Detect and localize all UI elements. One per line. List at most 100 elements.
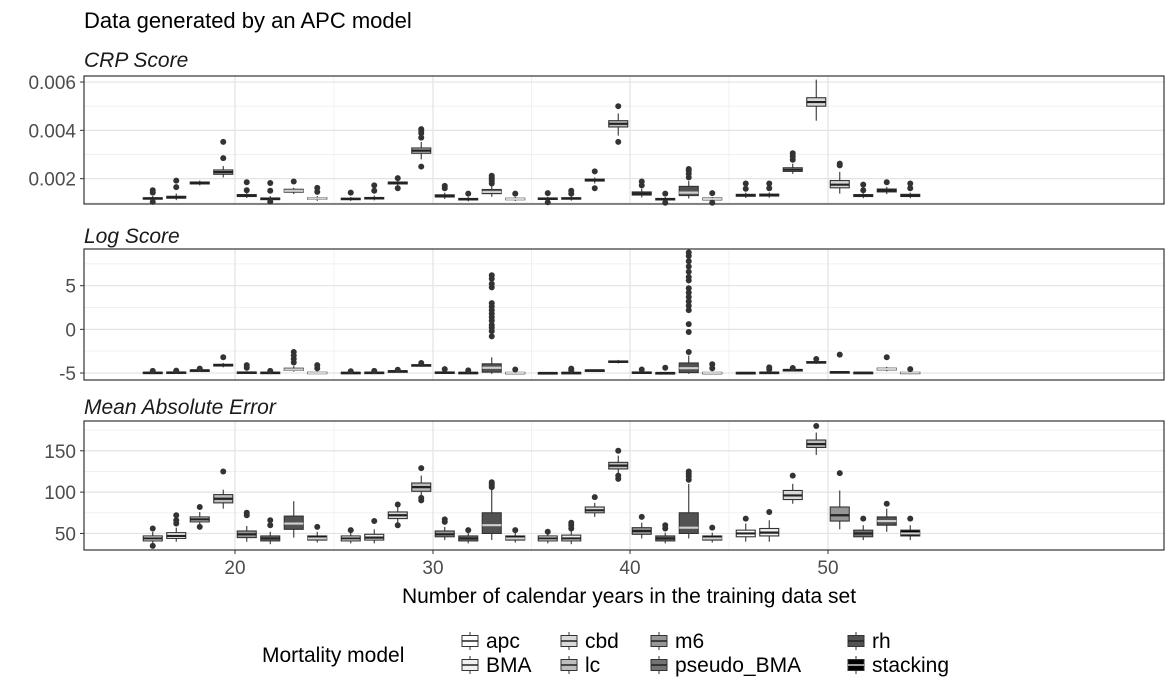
- x-tick-label: 40: [619, 558, 640, 579]
- outlier-point: [418, 126, 425, 133]
- legend-item-pseudo_BMA: pseudo_BMA: [650, 654, 801, 677]
- outlier-point: [860, 187, 867, 194]
- box-pseudo_BMA-20: [260, 179, 281, 205]
- outlier-point: [836, 160, 843, 167]
- box-m6-20: [236, 362, 257, 375]
- box-BMA-30: [364, 367, 385, 375]
- legend-title: Mortality model: [262, 644, 404, 667]
- outlier-point: [418, 465, 425, 472]
- x-tick-label: 20: [224, 558, 245, 579]
- outlier-point: [394, 185, 401, 192]
- panel-border: [83, 420, 1165, 551]
- outlier-point: [591, 185, 598, 192]
- outlier-point: [173, 512, 180, 519]
- outlier-point: [836, 351, 843, 358]
- box-lc-40: [608, 447, 629, 482]
- box-stacking-20: [307, 523, 328, 543]
- box-m6-30: [434, 182, 455, 199]
- box-lc-30: [411, 126, 432, 170]
- box-iqr: [678, 512, 699, 535]
- legend-item-rh: rh: [847, 630, 891, 653]
- box-rh-40: [678, 468, 699, 539]
- box-apc-20: [142, 187, 163, 205]
- outlier-point: [512, 527, 519, 534]
- panel-border: [83, 248, 1165, 381]
- outlier-point: [196, 504, 203, 510]
- box-rh-40: [678, 165, 699, 199]
- outlier-point: [149, 525, 156, 532]
- outlier-point: [488, 333, 495, 340]
- box-lc-20: [213, 354, 234, 368]
- box-BMA-50: [759, 180, 780, 198]
- outlier-point: [615, 138, 622, 145]
- outlier-point: [685, 307, 692, 314]
- box-cbd-40: [584, 168, 605, 192]
- box-BMA-40: [561, 187, 582, 201]
- panel-crp-score: 0.002 0.004 0.006: [28, 73, 1165, 206]
- outlier-point: [418, 494, 425, 501]
- box-iqr: [481, 512, 502, 535]
- outlier-point: [173, 177, 180, 184]
- box-BMA-50: [759, 508, 780, 542]
- box-stacking-20: [307, 362, 328, 375]
- legend-label: rh: [872, 630, 891, 653]
- box-BMA-30: [364, 518, 385, 544]
- outlier-point: [789, 472, 796, 479]
- outlier-point: [220, 354, 227, 361]
- box-stacking-40: [702, 524, 723, 543]
- box-BMA-20: [166, 177, 187, 201]
- outlier-point: [685, 268, 692, 275]
- legend-label: pseudo_BMA: [675, 654, 801, 677]
- outlier-point: [685, 165, 692, 172]
- outlier-point: [685, 273, 692, 280]
- box-pseudo_BMA-50: [853, 371, 874, 375]
- x-tick-label: 30: [422, 558, 443, 579]
- outlier-point: [766, 180, 773, 187]
- outlier-point: [685, 328, 692, 335]
- outlier-point: [685, 468, 692, 475]
- outlier-point: [615, 103, 622, 110]
- facet-title-mae: Mean Absolute Error: [84, 396, 277, 419]
- outlier-point: [220, 468, 227, 475]
- box-rh-50: [876, 179, 897, 195]
- outlier-point: [465, 527, 472, 534]
- outlier-point: [314, 184, 321, 191]
- box-lc-30: [411, 465, 432, 504]
- box-rh-40: [678, 249, 699, 374]
- outlier-point: [314, 362, 321, 369]
- box-cbd-40: [584, 369, 605, 373]
- box-lc-40: [608, 359, 629, 364]
- box-m6-30: [434, 366, 455, 375]
- outlier-point: [742, 185, 749, 192]
- x-tick-label: 50: [817, 558, 838, 579]
- outlier-point: [685, 258, 692, 265]
- outlier-point: [243, 509, 250, 516]
- y-tick-label: 0.004: [28, 121, 76, 142]
- outlier-point: [907, 185, 914, 192]
- outlier-point: [638, 513, 645, 520]
- outlier-point: [568, 187, 575, 194]
- outlier-point: [742, 515, 749, 522]
- outlier-point: [568, 365, 575, 372]
- x-axis: 20 30 40 50: [224, 550, 839, 579]
- outlier-point: [709, 524, 716, 531]
- outlier-point: [394, 522, 401, 529]
- box-pseudo_BMA-30: [458, 190, 479, 202]
- box-m6-50: [829, 160, 850, 194]
- outlier-point: [568, 519, 575, 526]
- outlier-point: [267, 187, 274, 194]
- outlier-point: [662, 199, 669, 206]
- outlier-point: [789, 364, 796, 371]
- box-lc-30: [411, 359, 432, 367]
- outlier-point: [709, 361, 716, 368]
- outlier-point: [591, 168, 598, 175]
- outlier-point: [907, 515, 914, 522]
- outlier-point: [685, 289, 692, 296]
- outlier-point: [267, 198, 274, 205]
- legend-label: apc: [486, 630, 520, 653]
- outlier-point: [394, 175, 401, 182]
- box-cbd-20: [189, 180, 210, 186]
- outlier-point: [149, 198, 156, 205]
- legend-label: lc: [585, 654, 600, 677]
- outlier-point: [907, 180, 914, 187]
